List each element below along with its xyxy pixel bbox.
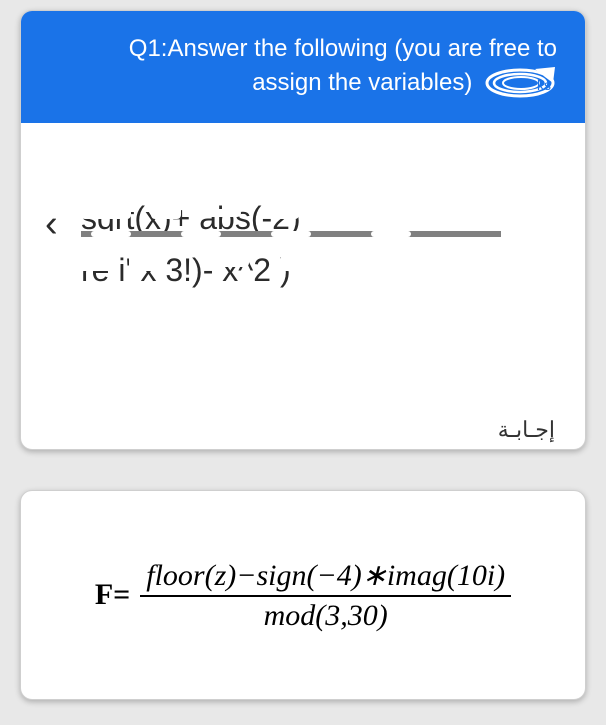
formula-lhs: F= bbox=[95, 578, 130, 612]
question-card: Q1:Answer the following (you are free to… bbox=[20, 10, 586, 450]
arabic-label: إجـابـة bbox=[498, 417, 555, 443]
formula: F= floor(z)−sign(−4)∗imag(10i) mod(3,30) bbox=[77, 556, 529, 635]
erased-formula-area: ‹ sqrt(x)+ abs(-2) re i' x 3!)- x^2 ) إج… bbox=[21, 123, 585, 450]
scribble-text: ks bbox=[537, 77, 551, 93]
question-line2: assign the variables) bbox=[252, 67, 472, 99]
fraction: floor(z)−sign(−4)∗imag(10i) mod(3,30) bbox=[140, 556, 511, 635]
scribble-icon: ks bbox=[483, 65, 557, 101]
bullet-icon: ‹ bbox=[45, 203, 58, 246]
question-line1: Q1:Answer the following (you are free to bbox=[49, 33, 557, 65]
numerator: floor(z)−sign(−4)∗imag(10i) bbox=[140, 556, 511, 595]
question-banner: Q1:Answer the following (you are free to… bbox=[21, 11, 585, 123]
denominator: mod(3,30) bbox=[258, 597, 394, 635]
formula-card: F= floor(z)−sign(−4)∗imag(10i) mod(3,30) bbox=[20, 490, 586, 700]
page-root: Q1:Answer the following (you are free to… bbox=[0, 0, 606, 725]
